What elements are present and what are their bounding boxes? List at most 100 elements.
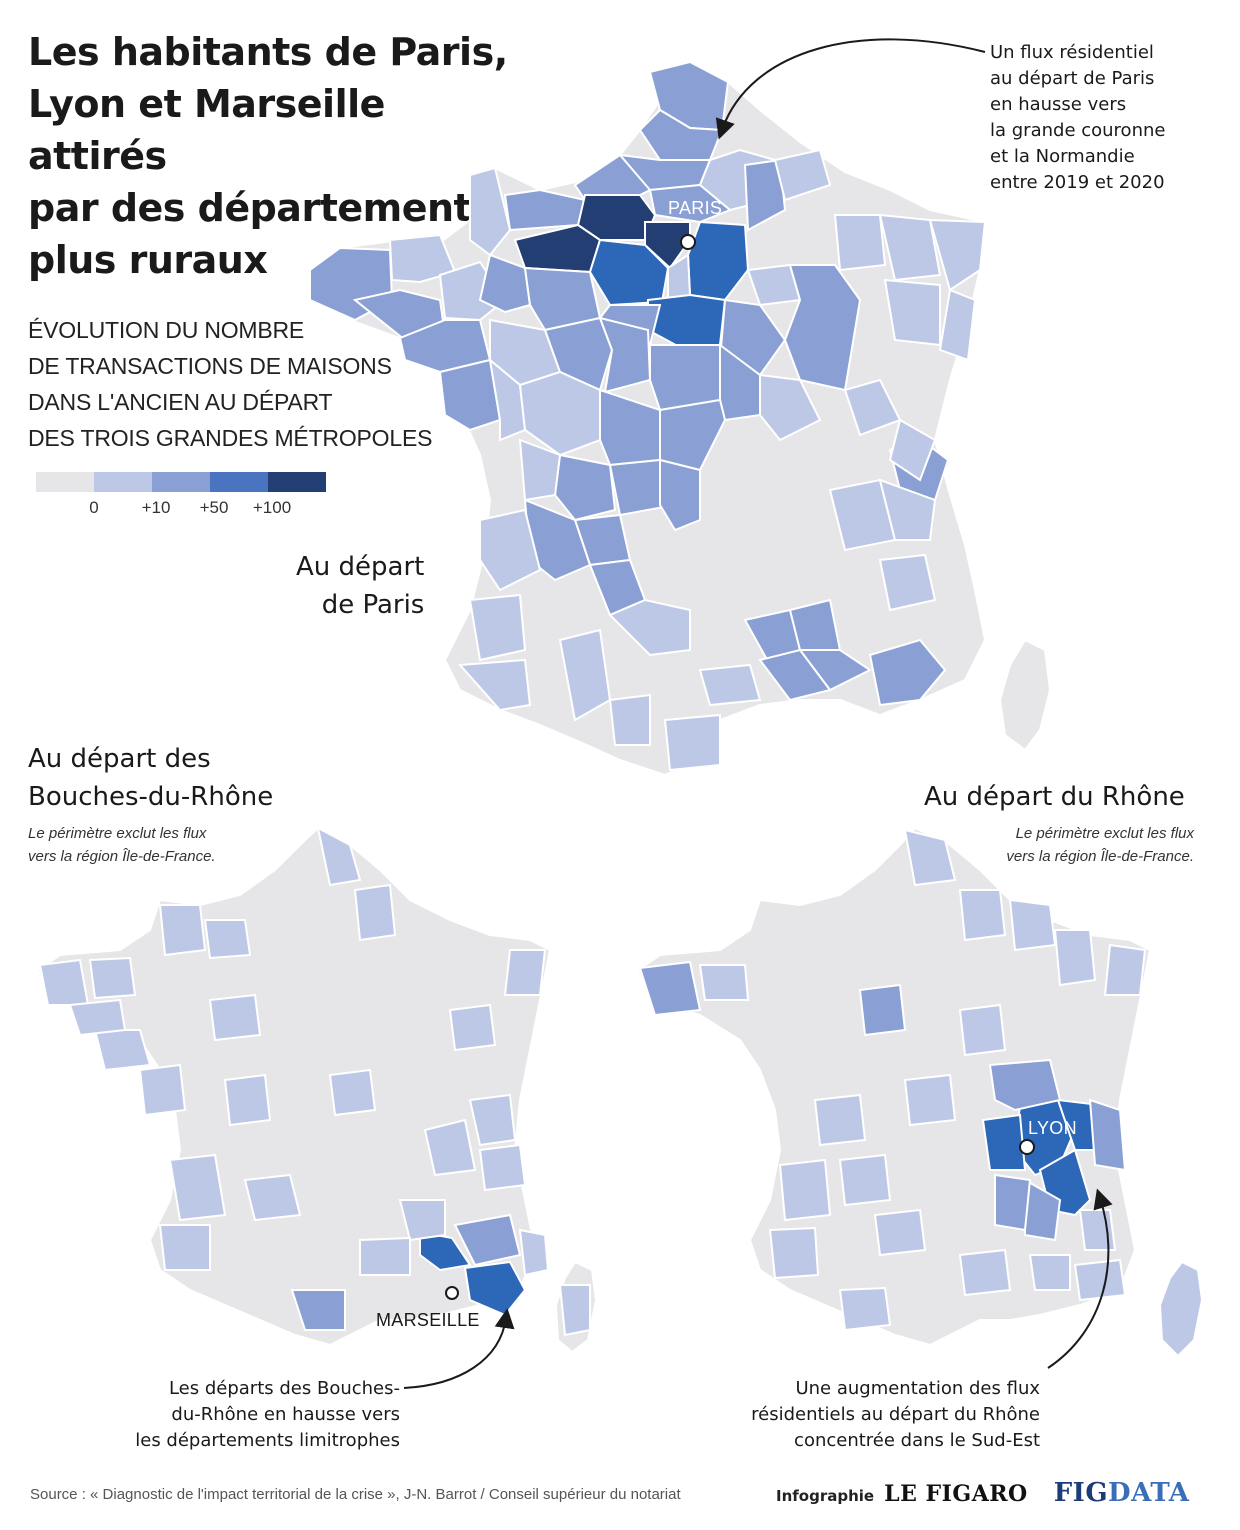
dept-loire-l: [981, 1113, 1027, 1171]
dept-drome: [788, 598, 842, 651]
legend-title-line: DE TRANSACTIONS DE MAISONS: [28, 353, 392, 379]
legend-tick: 0: [89, 498, 99, 517]
legend-ticks: 0 +10 +50 +100: [36, 498, 336, 520]
dept-isere-m: [468, 1093, 517, 1147]
annotation-marseille: Les départs des Bouches- du-Rhône en hau…: [100, 1376, 400, 1454]
dept-gironde-m: [168, 1153, 227, 1222]
legend-swatch: [210, 472, 268, 492]
title-line: Les habitants de Paris,: [28, 30, 508, 74]
brand-logo: LE FIGARO: [884, 1481, 1028, 1507]
city-label-paris: PARIS: [668, 198, 723, 218]
dept-vendee-m: [138, 1063, 187, 1117]
annotation-line: les départements limitrophes: [135, 1430, 400, 1451]
dept-doubs: [888, 418, 937, 482]
page-title: Les habitants de Paris, Lyon et Marseill…: [28, 26, 508, 286]
corsica-paris: [998, 638, 1052, 752]
dept-landes: [468, 593, 527, 662]
legend-swatch: [152, 472, 210, 492]
map-label-lyon: Au départ du Rhône: [924, 778, 1185, 816]
annotation-line: résidentiels au départ du Rhône: [751, 1404, 1040, 1425]
dept-vendee: [438, 358, 502, 432]
map-label-line: Bouches-du-Rhône: [28, 782, 274, 812]
map-label-line: Au départ: [296, 552, 425, 582]
dept-alpes-mar: [518, 1228, 550, 1277]
dept-landes-m: [158, 1224, 211, 1271]
legend-swatch: [268, 472, 326, 492]
dept-cote-or: [759, 373, 822, 442]
dept-lot-m: [243, 1173, 302, 1222]
map-label-line: Au départ des: [28, 744, 211, 774]
dept-manche-m: [158, 904, 207, 957]
legend-title-line: DANS L'ANCIEN AU DÉPART: [28, 389, 333, 415]
figdata-logo-data: DATA: [1108, 1478, 1190, 1508]
dept-cotes-m: [88, 956, 137, 1000]
dept-allier-m: [328, 1068, 377, 1117]
legend-swatch: [36, 472, 94, 492]
title-line: par des départements: [28, 186, 494, 230]
annotation-line: entre 2019 et 2020: [990, 172, 1165, 193]
dept-loir-et-cher: [598, 316, 652, 394]
legend-swatch: [94, 472, 152, 492]
regions-lyon: [638, 828, 1147, 1332]
dept-pyrenees-or: [663, 713, 721, 772]
regions-paris: [309, 60, 987, 772]
dept-oise: [648, 183, 732, 224]
dept-vosges: [883, 278, 941, 347]
title-line: plus ruraux: [28, 238, 268, 282]
dept-saone-et-loire: [988, 1058, 1062, 1112]
map-label-paris: Au départ de Paris: [296, 548, 424, 624]
note-line: Le périmètre exclut les flux: [1015, 825, 1194, 842]
dept-mayenne: [478, 253, 532, 314]
annotation-paris: Un flux résidentiel au départ de Paris e…: [990, 40, 1165, 196]
regions-marseille: [38, 826, 591, 1337]
paris-marker: [680, 234, 696, 250]
dept-savoie-m: [478, 1143, 527, 1192]
dept-aveyron: [608, 598, 691, 657]
lyon-annotation-arrow: [1047, 1188, 1113, 1369]
dept-moselle: [878, 213, 942, 282]
note-marseille: Le périmètre exclut les flux vers la rég…: [28, 822, 216, 868]
legend-title-line: ÉVOLUTION DU NOMBRE: [28, 317, 305, 343]
dept-vaucluse-m: [453, 1213, 522, 1267]
source-note: Source : « Diagnostic de l'impact territ…: [30, 1486, 681, 1503]
dept-htes-alpes: [878, 553, 937, 612]
dept-calvados-m: [203, 919, 252, 960]
dept-bas-rhin-m: [503, 949, 547, 996]
dept-bas-rhin-l: [1103, 943, 1147, 996]
annotation-line: la grande couronne: [990, 120, 1166, 141]
dept-landes-l: [768, 1226, 820, 1280]
legend-tick: +10: [141, 498, 171, 517]
dept-yonne-l: [858, 983, 907, 1037]
marseille-annotation-arrow: [403, 1308, 515, 1389]
annotation-line: en hausse vers: [990, 94, 1127, 115]
city-label-lyon: LYON: [1028, 1118, 1077, 1138]
dept-vienne-l: [813, 1093, 867, 1147]
figdata-logo: FIGDATA: [1054, 1478, 1190, 1508]
legend-tick: +100: [252, 498, 292, 517]
dept-haute-savoie-l: [1088, 1098, 1127, 1172]
dept-puy-de-dome: [659, 458, 701, 532]
dept-val-d-oise: [644, 221, 691, 270]
dept-bouches-du-rhone: [419, 1230, 472, 1272]
map-label-line: de Paris: [321, 590, 425, 620]
dept-gard: [758, 648, 832, 702]
dept-seine-maritime: [573, 153, 652, 202]
annotation-line: et la Normandie: [990, 146, 1135, 167]
marseille-marker: [445, 1286, 459, 1300]
dept-gironde-l: [778, 1158, 832, 1222]
dept-corse-m: [558, 1284, 591, 1337]
dept-var-l: [1073, 1258, 1127, 1302]
city-label-marseille: MARSEILLE: [376, 1310, 480, 1330]
dept-haute-marne: [783, 264, 862, 392]
dept-pyrenees-atl: [457, 658, 532, 712]
figdata-logo-fig: FIG: [1053, 1478, 1109, 1508]
annotation-lyon: Une augmentation des flux résidentiels a…: [700, 1376, 1040, 1454]
dept-ariege: [608, 693, 651, 746]
dept-nord-m: [316, 826, 362, 887]
dept-dordogne-l: [838, 1153, 892, 1207]
dept-allier: [659, 398, 727, 472]
dept-charente: [518, 438, 562, 502]
dept-lot-l: [873, 1208, 927, 1257]
note-line: vers la région Île-de-France.: [1006, 848, 1194, 865]
